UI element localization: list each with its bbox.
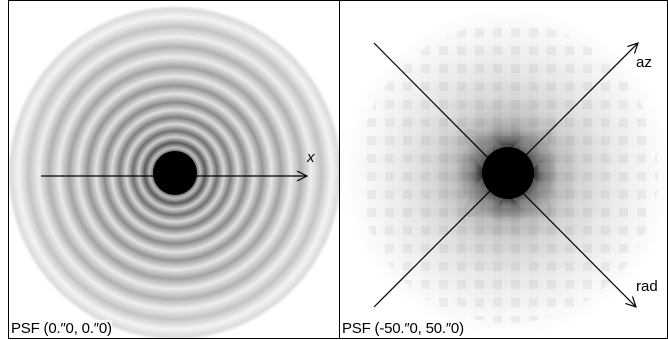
psf-panel-offaxis: az rad PSF (-50.″​0, 50.″​0)	[339, 0, 668, 339]
x-axis-label: x	[306, 149, 315, 166]
az-axis-label: az	[636, 54, 652, 71]
psf-image-offaxis: az rad	[340, 1, 667, 338]
az-axis-arrow	[373, 43, 638, 308]
psf-core	[153, 151, 197, 195]
psf-caption-center: PSF (0.″​0, 0.″​0)	[11, 320, 112, 337]
psf-caption-offaxis: PSF (-50.″​0, 50.″​0)	[342, 320, 464, 337]
psf-image-center: x	[9, 1, 339, 338]
psf-panel-center: x PSF (0.″​0, 0.″​0)	[8, 0, 340, 339]
rad-axis-label: rad	[636, 278, 658, 295]
rad-axis-arrow	[373, 42, 636, 307]
